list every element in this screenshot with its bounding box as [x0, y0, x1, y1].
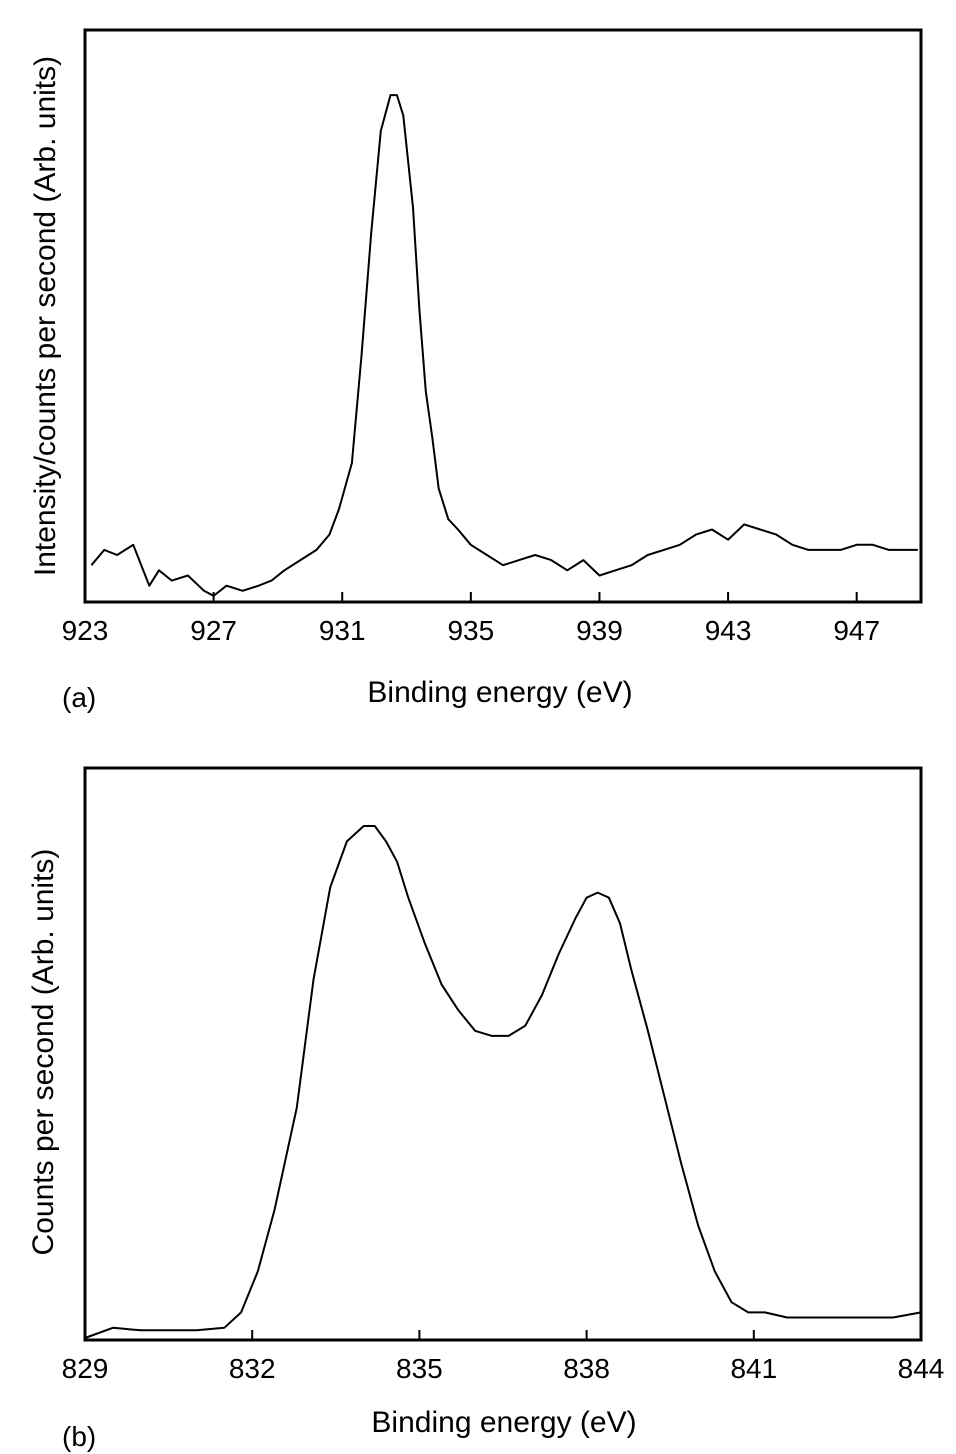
panel-a-x-tick-label-943: 943 — [705, 615, 752, 646]
panel-b-label: (b) — [62, 1421, 96, 1452]
panel-a-x-tick-labels: 923 927 931 935 939 943 947 — [62, 615, 880, 646]
panel-b-x-ticks — [84, 1330, 922, 1340]
panel-a-x-tick-label-935: 935 — [447, 615, 494, 646]
panel-b-spectrum-line — [84, 825, 922, 1339]
panel-a-x-tick-label-939: 939 — [576, 615, 623, 646]
panel-a: 923 927 931 935 939 943 947 Binding energy (eV… — [29, 28, 923, 713]
panel-a-x-ticks — [84, 592, 858, 602]
panel-b: 829 832 835 838 841 844 Binding energy (eV) C… — [27, 766, 945, 1452]
panel-b-x-axis-title: Binding energy (eV) — [371, 1406, 636, 1439]
panel-b-x-tick-label-841: 841 — [730, 1353, 777, 1384]
panel-b-x-tick-label-835: 835 — [396, 1353, 443, 1384]
panel-a-x-tick-label-923: 923 — [62, 615, 109, 646]
panel-b-x-tick-labels: 829 832 835 838 841 844 — [62, 1353, 945, 1384]
panel-a-x-axis-title: Binding energy (eV) — [367, 676, 632, 709]
panel-a-x-tick-label-927: 927 — [190, 615, 237, 646]
panel-a-frame — [83, 28, 923, 604]
panel-a-label: (a) — [62, 682, 96, 713]
panel-a-x-tick-label-931: 931 — [319, 615, 366, 646]
panel-b-x-tick-label-829: 829 — [62, 1353, 109, 1384]
panel-b-x-tick-label-844: 844 — [898, 1353, 945, 1384]
panel-a-x-tick-label-947: 947 — [833, 615, 880, 646]
panel-b-y-axis-title: Counts per second (Arb. units) — [27, 849, 60, 1256]
panel-b-frame — [83, 766, 923, 1342]
panel-b-x-tick-label-832: 832 — [229, 1353, 276, 1384]
panel-a-spectrum-line — [90, 94, 918, 597]
panel-b-x-tick-label-838: 838 — [563, 1353, 610, 1384]
panel-a-y-axis-title: Intensity/counts per second (Arb. units) — [29, 56, 62, 576]
